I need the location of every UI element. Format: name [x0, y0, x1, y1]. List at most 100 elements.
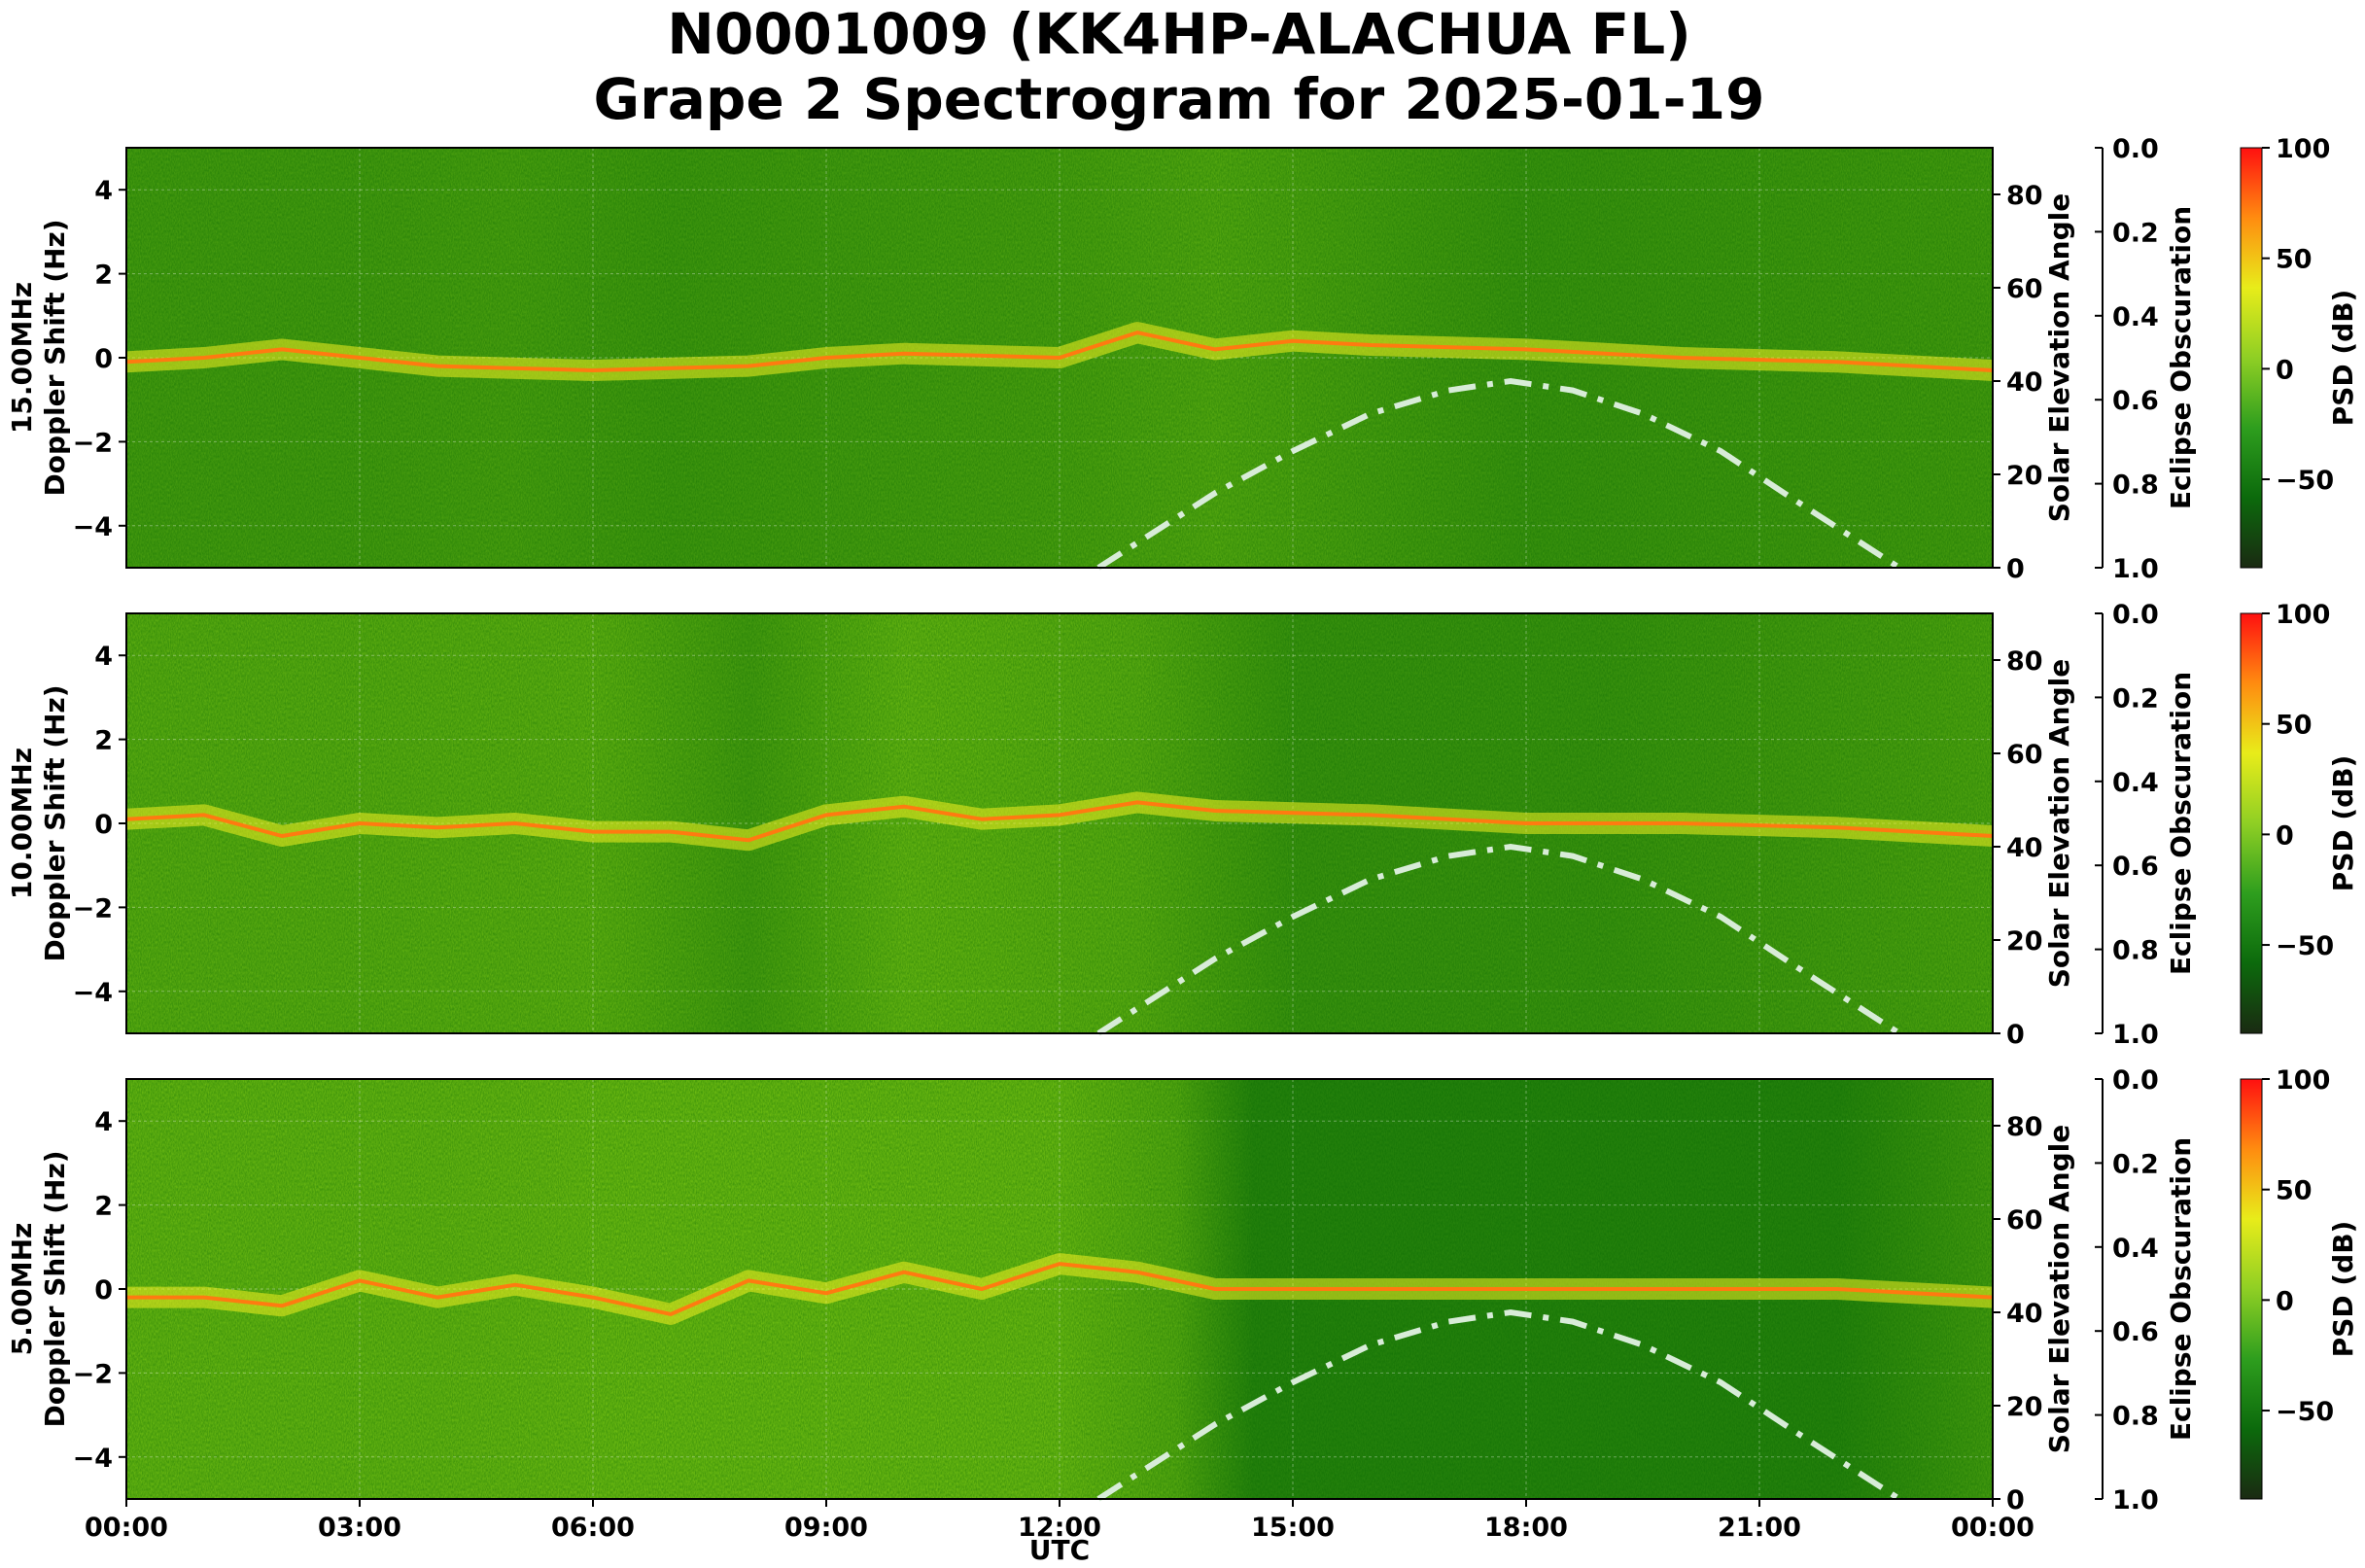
solar-elevation-curve: [1096, 1308, 1901, 1502]
eclipse-tick-label: 0.8: [2112, 1402, 2159, 1432]
solar-elevation-curve: [1096, 377, 1901, 571]
y-tick-label: 0: [94, 810, 113, 840]
eclipse-axis-label: Eclipse Obscuration: [2165, 1137, 2197, 1441]
y-tick-label: −2: [73, 1359, 113, 1389]
elevation-tick-label: 60: [2006, 274, 2043, 304]
eclipse-tick-label: 0.8: [2112, 470, 2159, 501]
y-tick-label: 0: [94, 344, 113, 374]
y-tick-label: −4: [73, 1444, 113, 1474]
colorbar-tick-label: 100: [2276, 1065, 2330, 1096]
eclipse-tick-label: 0.6: [2112, 852, 2159, 882]
eclipse-tick-label: 0.0: [2112, 1065, 2159, 1096]
y-tick-label: 4: [94, 642, 113, 672]
colorbar-tick-label: 0: [2276, 355, 2294, 385]
y-tick-label: 0: [94, 1275, 113, 1306]
panel-10.00MHz: 420−2−410.00MHz Doppler Shift (Hz)8060402…: [6, 600, 2359, 1050]
y-tick-label: 2: [94, 726, 113, 756]
colorbar-tick-label: 50: [2276, 711, 2313, 741]
band-label: 10.00MHz: [6, 748, 38, 899]
colorbar-tick-label: 100: [2276, 134, 2330, 164]
x-tick-label: 03:00: [318, 1513, 401, 1543]
elevation-tick-label: 40: [2006, 1299, 2043, 1329]
x-axis: 00:00 03:00 06:00 09:00 12:00 15:00 18:00 21:00…: [85, 1499, 2035, 1543]
elevation-tick-label: 20: [2006, 461, 2043, 491]
panel-15.00MHz: 420−2−415.00MHz Doppler Shift (Hz)8060402…: [6, 134, 2359, 584]
x-tick-label: 06:00: [551, 1513, 635, 1543]
y-tick-label: 4: [94, 176, 113, 206]
y-tick-label: 2: [94, 1192, 113, 1222]
band-label: 5.00MHz: [6, 1223, 38, 1356]
x-tick-label: 09:00: [784, 1513, 868, 1543]
eclipse-tick-label: 0.6: [2112, 1317, 2159, 1347]
chart-title-line2: Grape 2 Spectrogram for 2025-01-19: [594, 66, 1765, 132]
y-axis-label: Doppler Shift (Hz): [39, 684, 71, 961]
x-tick-label: 18:00: [1484, 1513, 1568, 1543]
x-tick-label: 12:00: [1018, 1513, 1101, 1543]
colorbar-tick-label: 100: [2276, 600, 2330, 630]
x-tick-label: 00:00: [85, 1513, 168, 1543]
elevation-axis-label: Solar Elevation Angle: [2043, 1125, 2075, 1453]
elevation-tick-label: 20: [2006, 926, 2043, 957]
x-tick-label: 00:00: [1951, 1513, 2035, 1543]
chart-title-line1: N0001009 (KK4HP-ALACHUA FL): [667, 1, 1690, 67]
y-tick-label: −4: [73, 512, 113, 542]
y-tick-label: −2: [73, 893, 113, 923]
colorbar-tick-label: −50: [2276, 466, 2334, 496]
y-tick-label: 4: [94, 1107, 113, 1137]
eclipse-tick-label: 0.0: [2112, 134, 2159, 164]
eclipse-tick-label: 0.2: [2112, 218, 2159, 248]
colorbar-label: PSD (dB): [2327, 1221, 2359, 1358]
elevation-tick-label: 0: [2006, 554, 2025, 584]
eclipse-tick-label: 0.8: [2112, 936, 2159, 966]
y-tick-label: 2: [94, 261, 113, 291]
elevation-tick-label: 60: [2006, 1205, 2043, 1236]
eclipse-tick-label: 0.4: [2112, 302, 2159, 332]
elevation-tick-label: 80: [2006, 181, 2043, 211]
doppler-trace: [126, 1262, 1994, 1316]
eclipse-tick-label: 1.0: [2112, 554, 2159, 584]
y-tick-label: −4: [73, 978, 113, 1008]
eclipse-tick-label: 0.2: [2112, 1149, 2159, 1179]
doppler-trace: [125, 800, 1994, 843]
eclipse-tick-label: 0.4: [2112, 1234, 2159, 1264]
x-tick-label: 15:00: [1251, 1513, 1335, 1543]
elevation-tick-label: 0: [2006, 1485, 2025, 1516]
y-tick-label: −2: [73, 428, 113, 458]
solar-elevation-curve: [1096, 843, 1901, 1036]
panels-group: 420−2−415.00MHz Doppler Shift (Hz)8060402…: [6, 134, 2359, 1516]
elevation-axis-label: Solar Elevation Angle: [2043, 193, 2075, 522]
elevation-tick-label: 40: [2006, 833, 2043, 863]
colorbar-tick-label: 0: [2276, 820, 2294, 851]
doppler-trace: [125, 331, 1994, 372]
elevation-tick-label: 80: [2006, 1112, 2043, 1142]
elevation-tick-label: 40: [2006, 367, 2043, 398]
x-axis-label: UTC: [1029, 1534, 1090, 1566]
colorbar-tick-label: 50: [2276, 245, 2313, 275]
colorbar-tick-label: −50: [2276, 931, 2334, 961]
eclipse-tick-label: 0.2: [2112, 683, 2159, 714]
eclipse-tick-label: 0.6: [2112, 386, 2159, 416]
colorbar-tick-label: 50: [2276, 1176, 2313, 1206]
elevation-tick-label: 60: [2006, 740, 2043, 770]
x-tick-label: 21:00: [1718, 1513, 1801, 1543]
eclipse-tick-label: 0.4: [2112, 768, 2159, 798]
colorbar-tick-label: −50: [2276, 1397, 2334, 1427]
eclipse-axis-label: Eclipse Obscuration: [2165, 672, 2197, 975]
eclipse-tick-label: 1.0: [2112, 1485, 2159, 1516]
colorbar-tick-label: 0: [2276, 1286, 2294, 1316]
colorbar-label: PSD (dB): [2327, 755, 2359, 892]
panel-5.00MHz: 420−2−45.00MHz Doppler Shift (Hz)80604020…: [6, 1065, 2359, 1516]
colorbar: [2240, 147, 2263, 569]
elevation-tick-label: 80: [2006, 646, 2043, 677]
elevation-axis-label: Solar Elevation Angle: [2043, 659, 2075, 988]
elevation-tick-label: 20: [2006, 1392, 2043, 1422]
elevation-tick-label: 0: [2006, 1020, 2025, 1050]
colorbar: [2240, 612, 2263, 1034]
band-label: 15.00MHz: [6, 282, 38, 434]
eclipse-tick-label: 0.0: [2112, 600, 2159, 630]
colorbar: [2240, 1078, 2263, 1500]
eclipse-tick-label: 1.0: [2112, 1020, 2159, 1050]
eclipse-axis-label: Eclipse Obscuration: [2165, 206, 2197, 509]
y-axis-label: Doppler Shift (Hz): [39, 1150, 71, 1427]
